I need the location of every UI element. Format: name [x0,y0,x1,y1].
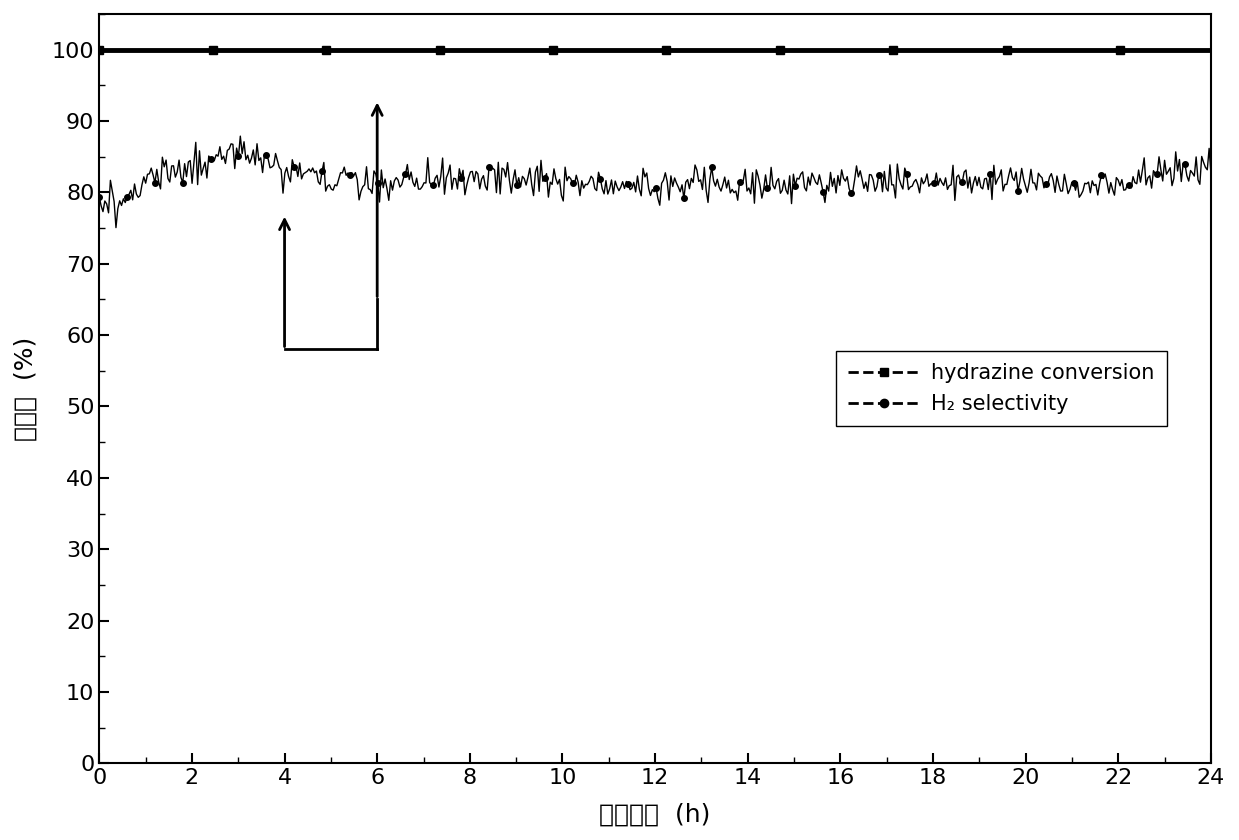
Legend: hydrazine conversion, H₂ selectivity: hydrazine conversion, H₂ selectivity [835,351,1167,427]
Y-axis label: 百分率  (%): 百分率 (%) [14,337,38,441]
X-axis label: 反应时间  (h): 反应时间 (h) [600,802,711,826]
